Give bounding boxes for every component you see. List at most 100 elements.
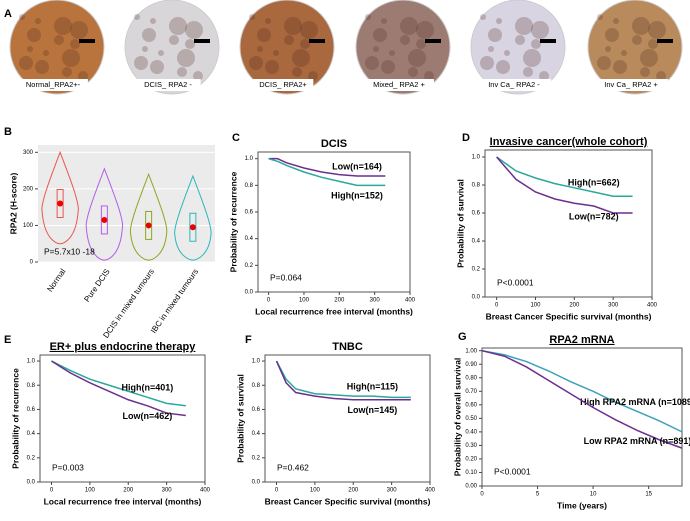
plot-frame	[39, 354, 206, 483]
x-tick-label: 0	[275, 488, 279, 494]
y-tick-label: 0.0	[27, 480, 36, 486]
y-axis-label: Probability of recurrence	[10, 368, 20, 469]
x-tick-label: 300	[608, 303, 619, 309]
image-label: DCIS_ RPA2 -	[144, 80, 192, 89]
texture	[373, 46, 379, 52]
label-box	[135, 79, 201, 91]
x-tick-label: 5	[536, 492, 540, 498]
texture	[381, 60, 395, 74]
texture	[142, 46, 148, 52]
texture	[150, 60, 164, 74]
y-tick-label: 0.80	[465, 375, 477, 381]
label-box	[364, 79, 434, 91]
scale-bar	[540, 39, 556, 43]
texture	[142, 28, 156, 42]
texture	[284, 35, 294, 45]
x-axis-label: Breast Cancer Specific survival (months)	[486, 311, 652, 321]
series-label: Low RPA2 mRNA (n=891)	[584, 436, 690, 446]
texture	[523, 49, 541, 67]
survival-curve	[268, 157, 386, 177]
survival-curve	[51, 360, 186, 407]
y-tick-label: 0.4	[472, 239, 481, 245]
texture	[70, 21, 88, 39]
annotation: P=0.462	[277, 462, 309, 472]
texture	[70, 39, 80, 49]
y-tick-label: 0.70	[465, 389, 477, 395]
texture	[488, 46, 494, 52]
texture	[19, 56, 33, 70]
texture	[78, 71, 88, 81]
texture	[185, 21, 203, 39]
texture	[62, 67, 72, 77]
texture	[300, 39, 310, 49]
y-tick-label: 200	[23, 186, 34, 192]
x-tick-label: 100	[310, 488, 321, 494]
violin	[129, 172, 168, 261]
median	[189, 224, 196, 231]
plot-frame	[264, 354, 431, 483]
x-tick-label: 200	[569, 303, 580, 309]
plot-frame	[257, 151, 411, 293]
label-box	[18, 79, 88, 91]
x-tick-label: 400	[405, 298, 416, 304]
annotation: P=0.064	[270, 272, 302, 282]
chart-title: ER+ plus endocrine therapy	[50, 341, 197, 353]
texture	[365, 56, 379, 70]
chart-title: Invasive cancer(whole cohort)	[490, 136, 648, 148]
image-label: DCIS_ RPA2+	[259, 80, 307, 89]
survival-curve	[496, 156, 633, 197]
image-label: Inv Ca_ RPA2 -	[488, 80, 540, 89]
x-axis-label: Time (years)	[557, 500, 607, 510]
y-tick-label: 0.8	[245, 183, 254, 189]
series-label: Low(n=145)	[348, 405, 398, 415]
y-tick-label: 0.30	[465, 443, 477, 449]
annotation: P<0.0001	[494, 466, 531, 476]
texture	[605, 28, 619, 42]
series-label: High(n=152)	[331, 191, 383, 201]
texture	[480, 14, 486, 20]
texture	[257, 28, 271, 42]
series-label: Low(n=164)	[332, 161, 382, 171]
chart-title: DCIS	[321, 138, 347, 150]
plot-area	[38, 145, 215, 262]
median	[101, 216, 108, 223]
series-label: Low(n=782)	[569, 211, 619, 221]
survival-curve	[268, 157, 386, 187]
texture	[389, 50, 395, 56]
x-tick-label: 200	[348, 488, 359, 494]
texture	[621, 50, 627, 56]
x-tick-label: 300	[387, 488, 398, 494]
texture	[193, 71, 203, 81]
scale-bar	[309, 39, 325, 43]
y-tick-label: 0.8	[27, 383, 36, 389]
plot-frame	[481, 347, 683, 487]
chart-title: RPA2 mRNA	[549, 334, 614, 346]
image-label: Normal_RPA2+-	[26, 80, 81, 89]
texture	[613, 60, 627, 74]
texture	[134, 14, 140, 20]
label-box	[593, 79, 669, 91]
texture	[400, 17, 418, 35]
y-tick-label: 0.60	[465, 402, 477, 408]
violin	[85, 167, 124, 261]
image-label: Mixed_ RPA2 +	[373, 80, 425, 89]
x-tick-label: 100	[530, 303, 541, 309]
x-tick-label: 300	[162, 488, 173, 494]
survival-curve	[496, 156, 633, 214]
scale-bar	[194, 39, 210, 43]
scale-bar	[79, 39, 95, 43]
y-tick-label: 0.6	[27, 407, 36, 413]
chart-title: TNBC	[332, 341, 363, 353]
texture	[400, 35, 410, 45]
label-box	[252, 79, 314, 91]
y-tick-label: 0.0	[472, 295, 481, 301]
texture	[381, 18, 387, 24]
x-tick-label: 100	[299, 298, 310, 304]
texture	[613, 18, 619, 24]
y-tick-label: 0.2	[472, 267, 481, 273]
y-tick-label: 0	[30, 260, 34, 266]
y-tick-label: 100	[23, 223, 34, 229]
texture	[416, 39, 426, 49]
texture	[408, 67, 418, 77]
